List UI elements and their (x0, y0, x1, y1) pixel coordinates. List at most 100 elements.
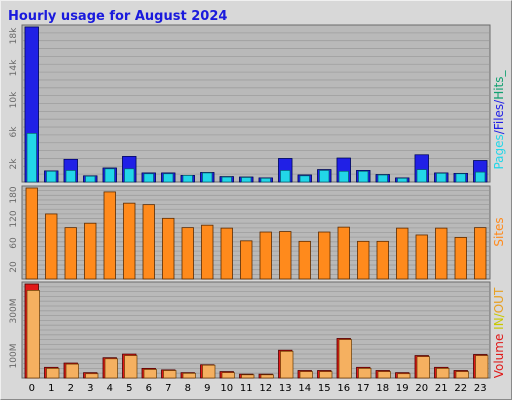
sites-bar (25, 187, 38, 280)
in-bar (358, 368, 372, 379)
x-tick-label: 15 (318, 383, 331, 394)
legend-pages-files-hits-part: Pages (492, 134, 506, 169)
x-tick-label: 5 (126, 383, 132, 394)
sites-bar (123, 202, 136, 280)
sites-bar (337, 226, 350, 280)
in-bar (182, 372, 196, 379)
legend-volume-in-out-part: / (492, 312, 506, 317)
files-bar (397, 177, 408, 183)
legend-pages-files-hits-part: Hits (492, 76, 506, 99)
y-tick-label: 2k (9, 158, 19, 170)
in-bar (46, 368, 60, 379)
in-bar (338, 339, 352, 379)
sites-bar (84, 222, 97, 280)
y-tick-label: 100M (9, 344, 19, 369)
in-bar (377, 371, 391, 379)
x-tick-label: 20 (415, 383, 428, 394)
in-bar (397, 373, 411, 379)
x-tick-label: 4 (107, 383, 113, 394)
y-tick-label: 180 (9, 186, 19, 203)
y-tick-label: 6k (9, 126, 19, 138)
sites-bar (298, 240, 311, 280)
in-bar (221, 372, 235, 379)
x-tick-label: 23 (474, 383, 487, 394)
sites-bar (201, 224, 214, 280)
files-bar (143, 173, 154, 183)
files-bar (377, 174, 388, 183)
files-bar (182, 175, 193, 183)
in-bar (26, 290, 40, 379)
legend-pages-files-hits: Pages/Files/Hits_ (492, 69, 506, 169)
files-bar (280, 170, 291, 183)
sites-bar (376, 240, 389, 280)
in-bar (163, 370, 177, 379)
files-bar (436, 172, 447, 183)
in-bar (104, 358, 118, 379)
x-tick-label: 18 (376, 383, 389, 394)
in-bar (143, 369, 157, 379)
files-bar (202, 172, 213, 183)
files-bar (455, 173, 466, 183)
sites-bar (454, 237, 467, 280)
in-bar (65, 363, 79, 379)
y-tick-label: 120 (9, 210, 19, 227)
legend-pages-files-hits-part: _ (492, 69, 506, 77)
x-tick-label: 22 (454, 383, 467, 394)
in-bar (202, 364, 216, 379)
sites-bar (318, 231, 331, 280)
x-tick-label: 2 (68, 383, 74, 394)
sites-bar (415, 234, 428, 280)
in-bar (455, 371, 469, 379)
in-bar (280, 350, 294, 379)
sites-bar (64, 227, 77, 280)
legend-sites-part: Sites (492, 217, 506, 246)
files-bar (163, 173, 174, 183)
sites-bar (45, 213, 58, 280)
x-tick-label: 8 (185, 383, 191, 394)
sites-bar (259, 231, 272, 280)
x-tick-label: 0 (29, 383, 35, 394)
legend-pages-files-hits-part: Files (492, 104, 506, 130)
x-tick-label: 12 (259, 383, 272, 394)
in-bar (416, 356, 430, 379)
files-bar (26, 133, 37, 183)
legend-volume-in-out: Volume IN/OUT (492, 287, 506, 378)
x-tick-label: 11 (240, 383, 253, 394)
legend-volume-in-out-part: IN (492, 317, 506, 330)
files-bar (319, 170, 330, 183)
files-bar (85, 175, 96, 183)
files-bar (124, 168, 135, 183)
sites-bar (162, 217, 175, 280)
sites-bar (142, 204, 155, 280)
y-tick-label: 18k (9, 27, 19, 44)
files-bar (241, 177, 252, 183)
legend-pages-files-hits-part: / (492, 99, 506, 104)
y-tick-label: 300M (9, 299, 19, 324)
x-tick-label: 1 (48, 383, 54, 394)
in-bar (475, 355, 489, 379)
sites-bar (435, 227, 448, 280)
x-tick-label: 17 (357, 383, 370, 394)
in-bar (299, 371, 313, 379)
files-bar (65, 170, 76, 183)
legend-sites: Sites (492, 217, 506, 246)
files-bar (104, 168, 115, 183)
sites-bar (240, 240, 253, 280)
files-bar (338, 170, 349, 183)
x-tick-label: 10 (220, 383, 233, 394)
in-bar (436, 368, 450, 379)
x-tick-label: 9 (204, 383, 210, 394)
files-bar (46, 170, 57, 183)
sites-bar (103, 191, 116, 280)
in-bar (241, 374, 255, 379)
in-bar (260, 374, 274, 379)
sites-bar (396, 227, 409, 280)
legend-volume-in-out-part: Volume (492, 334, 506, 379)
x-tick-label: 16 (337, 383, 350, 394)
in-bar (85, 373, 99, 379)
sites-bar (181, 227, 194, 280)
files-bar (416, 169, 427, 183)
legend-volume-in-out-part: OUT (492, 287, 506, 313)
x-tick-label: 6 (146, 383, 152, 394)
